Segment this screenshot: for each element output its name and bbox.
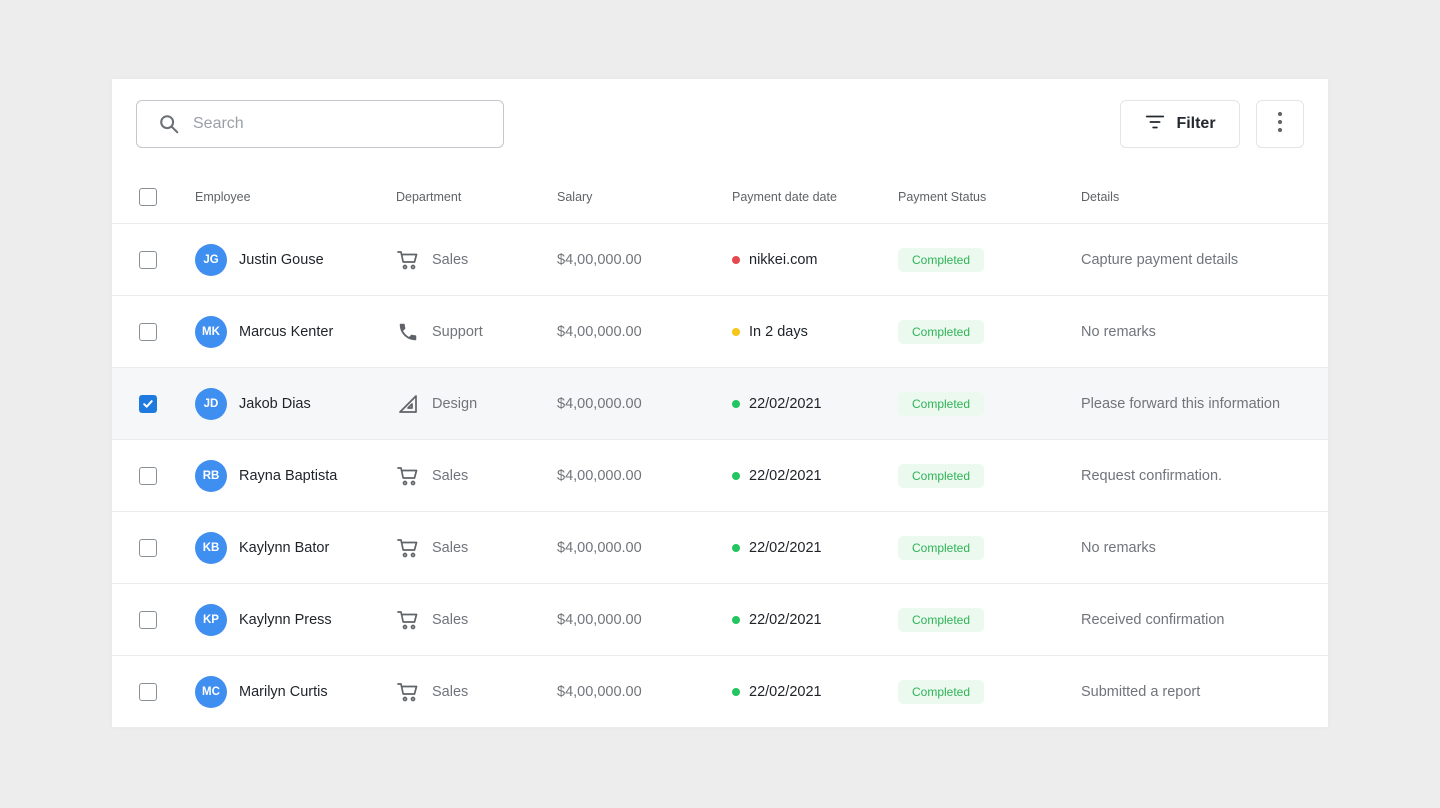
details-text: Submitted a report <box>1081 683 1201 700</box>
row-checkbox[interactable] <box>139 394 157 413</box>
status-badge: Completed <box>898 319 985 344</box>
department-name: Sales <box>432 539 469 556</box>
avatar: RB <box>195 459 227 492</box>
department-name: Design <box>432 395 478 412</box>
payment-date: 22/02/2021 <box>749 467 822 484</box>
row-checkbox[interactable] <box>139 682 157 701</box>
search-input[interactable] <box>193 115 473 133</box>
cart-icon <box>396 680 420 704</box>
more-options-button[interactable] <box>1256 100 1304 148</box>
employee-name[interactable]: Justin Gouse <box>239 251 324 268</box>
cart-icon <box>396 248 420 272</box>
details-text: Capture payment details <box>1081 251 1239 268</box>
row-checkbox[interactable] <box>139 322 157 341</box>
set-square-icon <box>396 392 420 416</box>
status-badge: Completed <box>898 463 985 488</box>
status-dot <box>732 255 740 264</box>
column-header-employee[interactable]: Employee <box>195 190 251 204</box>
status-badge: Completed <box>898 607 985 632</box>
avatar: JG <box>195 243 227 276</box>
status-dot <box>732 687 740 696</box>
details-text: No remarks <box>1081 539 1156 556</box>
details-text: Request confirmation. <box>1081 467 1223 484</box>
employee-name[interactable]: Jakob Dias <box>239 395 311 412</box>
search-box[interactable] <box>136 100 504 148</box>
payment-date: In 2 days <box>749 323 808 340</box>
avatar: KP <box>195 603 227 636</box>
status-dot <box>732 543 740 552</box>
row-checkbox[interactable] <box>139 538 157 557</box>
column-header-salary[interactable]: Salary <box>557 190 593 204</box>
table-row[interactable]: MC Marilyn Curtis Sales $4,00,000.00 22/… <box>112 656 1328 728</box>
filter-icon <box>1144 111 1166 138</box>
cart-icon <box>396 536 420 560</box>
table-row[interactable]: KB Kaylynn Bator Sales $4,00,000.00 22/0… <box>112 512 1328 584</box>
avatar: JD <box>195 387 227 420</box>
row-checkbox[interactable] <box>139 610 157 629</box>
employee-table: Employee Department Salary Payment date … <box>112 171 1328 728</box>
status-dot <box>732 615 740 624</box>
employee-name[interactable]: Marcus Kenter <box>239 323 334 340</box>
employee-name[interactable]: Marilyn Curtis <box>239 683 328 700</box>
avatar: MK <box>195 315 227 348</box>
department-name: Sales <box>432 467 469 484</box>
phone-icon <box>396 320 420 344</box>
details-text: Received confirmation <box>1081 611 1225 628</box>
status-badge: Completed <box>898 247 985 272</box>
payment-date: 22/02/2021 <box>749 539 822 556</box>
column-header-payment-status[interactable]: Payment Status <box>898 190 987 204</box>
search-icon <box>157 112 181 136</box>
table-header-row: Employee Department Salary Payment date … <box>112 171 1328 224</box>
table-row[interactable]: MK Marcus Kenter Support $4,00,000.00 In… <box>112 296 1328 368</box>
table-row[interactable]: RB Rayna Baptista Sales $4,00,000.00 22/… <box>112 440 1328 512</box>
department-name: Sales <box>432 251 469 268</box>
checkmark-icon <box>143 399 153 408</box>
column-header-details[interactable]: Details <box>1081 190 1120 204</box>
row-checkbox[interactable] <box>139 250 157 269</box>
status-badge: Completed <box>898 535 985 560</box>
status-dot <box>732 327 740 336</box>
employee-name[interactable]: Kaylynn Bator <box>239 539 330 556</box>
status-badge: Completed <box>898 391 985 416</box>
payment-date: nikkei.com <box>749 251 818 268</box>
salary-value: $4,00,000.00 <box>557 683 642 700</box>
department-name: Sales <box>432 683 469 700</box>
status-dot <box>732 471 740 480</box>
employee-name[interactable]: Kaylynn Press <box>239 611 332 628</box>
salary-value: $4,00,000.00 <box>557 323 642 340</box>
cart-icon <box>396 464 420 488</box>
avatar: MC <box>195 675 227 708</box>
salary-value: $4,00,000.00 <box>557 395 642 412</box>
payment-date: 22/02/2021 <box>749 395 822 412</box>
column-header-payment-date[interactable]: Payment date date <box>732 190 837 204</box>
filter-button[interactable]: Filter <box>1120 100 1240 148</box>
salary-value: $4,00,000.00 <box>557 539 642 556</box>
table-toolbar: Filter <box>112 79 1328 171</box>
status-dot <box>732 399 740 408</box>
salary-value: $4,00,000.00 <box>557 467 642 484</box>
salary-value: $4,00,000.00 <box>557 251 642 268</box>
employee-name[interactable]: Rayna Baptista <box>239 467 338 484</box>
details-text: No remarks <box>1081 323 1156 340</box>
status-badge: Completed <box>898 679 985 704</box>
details-text: Please forward this information <box>1081 395 1281 412</box>
employee-table-card: Filter Employee Department Salary Paymen… <box>112 79 1328 728</box>
filter-button-label: Filter <box>1176 115 1216 132</box>
payment-date: 22/02/2021 <box>749 611 822 628</box>
row-checkbox[interactable] <box>139 466 157 485</box>
table-row[interactable]: JD Jakob Dias Design $4,00,000.00 22/02/… <box>112 368 1328 440</box>
table-row[interactable]: JG Justin Gouse Sales $4,00,000.00 nikke… <box>112 224 1328 296</box>
department-name: Support <box>432 323 483 340</box>
cart-icon <box>396 608 420 632</box>
table-row[interactable]: KP Kaylynn Press Sales $4,00,000.00 22/0… <box>112 584 1328 656</box>
salary-value: $4,00,000.00 <box>557 611 642 628</box>
column-header-department[interactable]: Department <box>396 190 462 204</box>
avatar: KB <box>195 531 227 564</box>
payment-date: 22/02/2021 <box>749 683 822 700</box>
department-name: Sales <box>432 611 469 628</box>
more-vertical-icon <box>1277 111 1283 138</box>
select-all-checkbox[interactable] <box>139 188 157 206</box>
